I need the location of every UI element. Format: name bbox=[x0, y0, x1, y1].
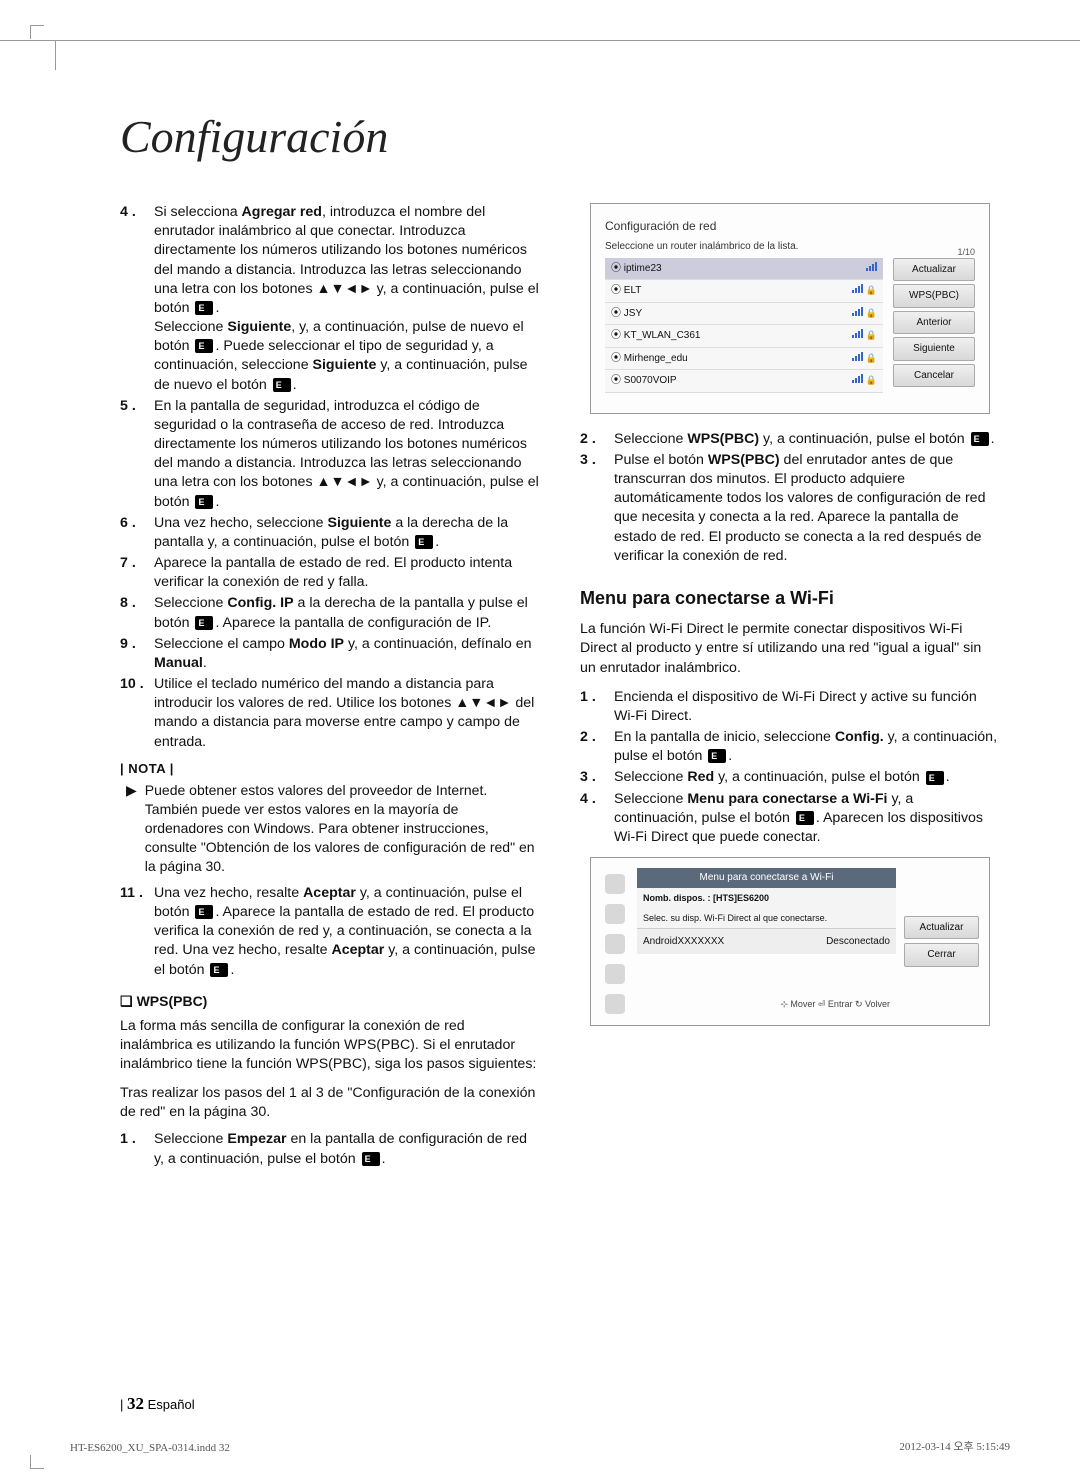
enter-icon bbox=[362, 1152, 380, 1166]
side-icon bbox=[605, 994, 625, 1014]
wifi-figure: Menu para conectarse a Wi-Fi Nomb. dispo… bbox=[590, 857, 990, 1025]
enter-icon bbox=[195, 616, 213, 630]
wps-step-1-text: Seleccione Empezar en la pantalla de con… bbox=[154, 1131, 527, 1166]
network-buttons: ActualizarWPS(PBC) AnteriorSiguiente Cance… bbox=[893, 258, 975, 393]
enter-icon bbox=[273, 378, 291, 392]
timestamp: 2012-03-14 오후 5:15:49 bbox=[899, 1438, 1010, 1454]
enter-icon bbox=[195, 339, 213, 353]
side-icon bbox=[605, 874, 625, 894]
step-8: 8 . Seleccione Config. IP a la derecha d… bbox=[120, 594, 540, 632]
columns: 4 . Si selecciona Agregar red, introduzc… bbox=[120, 203, 1015, 1171]
page-footer: | 32 Español bbox=[120, 1394, 195, 1414]
step-10-text: Utilice el teclado numérico del mando a … bbox=[154, 675, 540, 752]
network-figure: Configuración de red Seleccione un route… bbox=[590, 203, 990, 414]
enter-icon bbox=[210, 963, 228, 977]
wps-step-1: 1 . Seleccione Empezar en la pantalla de… bbox=[120, 1130, 540, 1168]
enter-icon bbox=[195, 495, 213, 509]
network-row[interactable]: ⦿ Mirhenge_edu🔒 bbox=[605, 348, 883, 371]
netfig-count: 1/10 bbox=[957, 246, 975, 258]
step-11: 11 . Una vez hecho, resalte Aceptar y, a… bbox=[120, 884, 540, 980]
wifi-device-status: Desconectado bbox=[826, 935, 890, 949]
wifi-button[interactable]: Actualizar bbox=[904, 916, 979, 940]
netfig-title: Configuración de red bbox=[605, 218, 975, 234]
wifi-device-row[interactable]: AndroidXXXXXXX Desconectado bbox=[637, 928, 896, 955]
m-step-2-text: En la pantalla de inicio, seleccione Con… bbox=[614, 729, 997, 764]
r-step-2-text: Seleccione WPS(PBC) y, a continuación, p… bbox=[614, 431, 969, 447]
m-step-2: 2 . En la pantalla de inicio, seleccione… bbox=[580, 728, 1000, 766]
wps-para-1: La forma más sencilla de configurar la c… bbox=[120, 1017, 540, 1075]
wififig-name: Nomb. dispos. : [HTS]ES6200 bbox=[643, 893, 769, 903]
wififig-footer: ⊹ Mover ⏎ Entrar ↻ Volver bbox=[637, 994, 896, 1014]
wifi-device-name: AndroidXXXXXXX bbox=[643, 935, 724, 949]
side-icon bbox=[605, 964, 625, 984]
m-step-1: 1 . Encienda el dispositivo de Wi-Fi Dir… bbox=[580, 688, 1000, 726]
note-item: ▶ Puede obtener estos valores del provee… bbox=[126, 781, 540, 875]
net-button[interactable]: Actualizar bbox=[893, 258, 975, 282]
step-9-text: Seleccione el campo Modo IP y, a continu… bbox=[154, 635, 540, 673]
enter-icon bbox=[796, 811, 814, 825]
step-8b-text: . Aparece la pantalla de configuración d… bbox=[215, 615, 491, 631]
enter-icon bbox=[926, 771, 944, 785]
wififig-title: Menu para conectarse a Wi-Fi bbox=[637, 868, 896, 888]
network-row[interactable]: ⦿ ELT🔒 bbox=[605, 280, 883, 303]
side-icon bbox=[605, 904, 625, 924]
step-4: 4 . Si selecciona Agregar red, introduzc… bbox=[120, 203, 540, 395]
network-list: ⦿ iptime23⦿ ELT🔒⦿ JSY🔒⦿ KT_WLAN_C361🔒⦿ M… bbox=[605, 258, 883, 393]
wifi-para: La función Wi-Fi Direct le permite conec… bbox=[580, 620, 1000, 678]
net-button[interactable]: Cancelar bbox=[893, 364, 975, 388]
indd-filename: HT-ES6200_XU_SPA-0314.indd 32 bbox=[70, 1442, 230, 1454]
r-step-2: 2 . Seleccione WPS(PBC) y, a continuació… bbox=[580, 430, 1000, 449]
m-step-1-text: Encienda el dispositivo de Wi-Fi Direct … bbox=[614, 688, 1000, 726]
network-row[interactable]: ⦿ JSY🔒 bbox=[605, 303, 883, 326]
step-6-text: Una vez hecho, seleccione Siguiente a la… bbox=[154, 515, 508, 550]
note-text: Puede obtener estos valores del proveedo… bbox=[145, 781, 540, 875]
enter-icon bbox=[195, 301, 213, 315]
step-7-text: Aparece la pantalla de estado de red. El… bbox=[154, 554, 540, 592]
network-row[interactable]: ⦿ KT_WLAN_C361🔒 bbox=[605, 325, 883, 348]
side-icon bbox=[605, 934, 625, 954]
net-button[interactable]: WPS(PBC) bbox=[893, 284, 975, 308]
enter-icon bbox=[708, 749, 726, 763]
step-5: 5 . En la pantalla de seguridad, introdu… bbox=[120, 397, 540, 512]
wifi-button[interactable]: Cerrar bbox=[904, 943, 979, 967]
r-step-3: 3 . Pulse el botón WPS(PBC) del enrutado… bbox=[580, 451, 1000, 566]
m-step-4: 4 . Seleccione Menu para conectarse a Wi… bbox=[580, 790, 1000, 848]
step-10: 10 . Utilice el teclado numérico del man… bbox=[120, 675, 540, 752]
right-column: Configuración de red Seleccione un route… bbox=[580, 203, 1000, 1171]
r-step-3-text: Pulse el botón WPS(PBC) del enrutador an… bbox=[614, 451, 1000, 566]
left-column: 4 . Si selecciona Agregar red, introduzc… bbox=[120, 203, 540, 1171]
m-step-3: 3 . Seleccione Red y, a continuación, pu… bbox=[580, 768, 1000, 787]
net-button[interactable]: Siguiente bbox=[893, 337, 975, 361]
note-label: | NOTA | bbox=[120, 760, 540, 778]
enter-icon bbox=[415, 535, 433, 549]
wififig-sel: Selec. su disp. Wi-Fi Direct al que cone… bbox=[637, 908, 896, 928]
wifi-heading: Menu para conectarse a Wi-Fi bbox=[580, 586, 1000, 610]
step-4a-text: Si selecciona Agregar red, introduzca el… bbox=[154, 204, 539, 316]
page-title: Configuración bbox=[120, 110, 1015, 163]
netfig-sub: Seleccione un router inalámbrico de la l… bbox=[605, 240, 798, 254]
step-6: 6 . Una vez hecho, seleccione Siguiente … bbox=[120, 514, 540, 552]
wps-heading: ❏WPS(PBC) bbox=[120, 992, 540, 1011]
wps-para-2: Tras realizar los pasos del 1 al 3 de "C… bbox=[120, 1084, 540, 1122]
step-7: 7 . Aparece la pantalla de estado de red… bbox=[120, 554, 540, 592]
wifi-buttons: Actualizar Cerrar bbox=[904, 868, 979, 1014]
m-step-3-text: Seleccione Red y, a continuación, pulse … bbox=[614, 769, 924, 785]
enter-icon bbox=[195, 905, 213, 919]
network-row[interactable]: ⦿ S0070VOIP🔒 bbox=[605, 370, 883, 393]
step-5-text: En la pantalla de seguridad, introduzca … bbox=[154, 398, 539, 510]
page: Configuración 4 . Si selecciona Agregar … bbox=[65, 50, 1015, 1171]
network-row[interactable]: ⦿ iptime23 bbox=[605, 258, 883, 281]
net-button[interactable]: Anterior bbox=[893, 311, 975, 335]
enter-icon bbox=[971, 432, 989, 446]
step-9: 9 . Seleccione el campo Modo IP y, a con… bbox=[120, 635, 540, 673]
caret-icon: ▶ bbox=[126, 781, 137, 875]
side-icons bbox=[601, 868, 629, 1014]
